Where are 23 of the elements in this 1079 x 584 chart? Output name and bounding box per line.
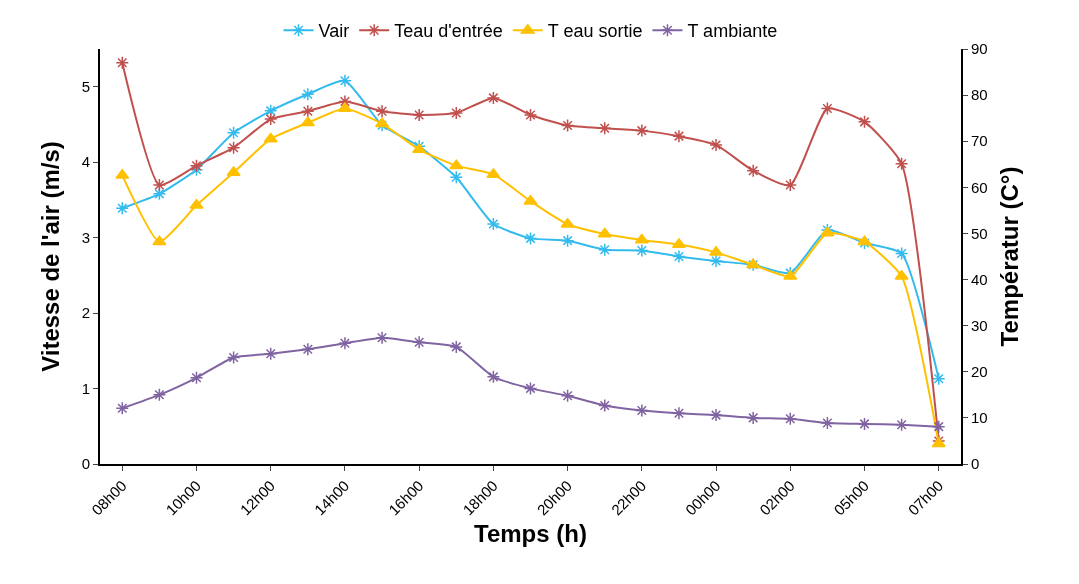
y2-tick-label: 80	[971, 86, 988, 104]
y2-tick-label: 70	[971, 132, 988, 150]
y-axis-title: Vitesse de l'air (m/s)	[37, 141, 65, 372]
y-tick-label: 5	[81, 77, 90, 95]
y2-tick-label: 90	[971, 40, 988, 58]
x-axis-title: Temps (h)	[474, 520, 587, 548]
y2-tick-label: 30	[971, 316, 988, 334]
legend-label: Teau d'entrée	[394, 21, 503, 42]
y-tick-label: 2	[81, 304, 90, 322]
legend-label: Vair	[318, 21, 350, 42]
y2-tick-label: 0	[971, 455, 980, 473]
y2-axis-title: Températur (C°)	[996, 166, 1024, 347]
y-tick-label: 3	[81, 228, 90, 246]
y2-tick-label: 50	[971, 224, 988, 242]
y-tick-label: 4	[81, 153, 90, 171]
y2-tick-label: 10	[971, 409, 988, 427]
legend-label: T ambiante	[687, 21, 778, 42]
y2-tick-label: 60	[971, 178, 988, 196]
y-tick-label: 1	[81, 379, 90, 397]
y-tick-label: 0	[81, 455, 90, 473]
legend-label: T eau sortie	[547, 21, 643, 42]
y2-tick-label: 40	[971, 270, 988, 288]
y2-tick-label: 20	[971, 363, 988, 381]
